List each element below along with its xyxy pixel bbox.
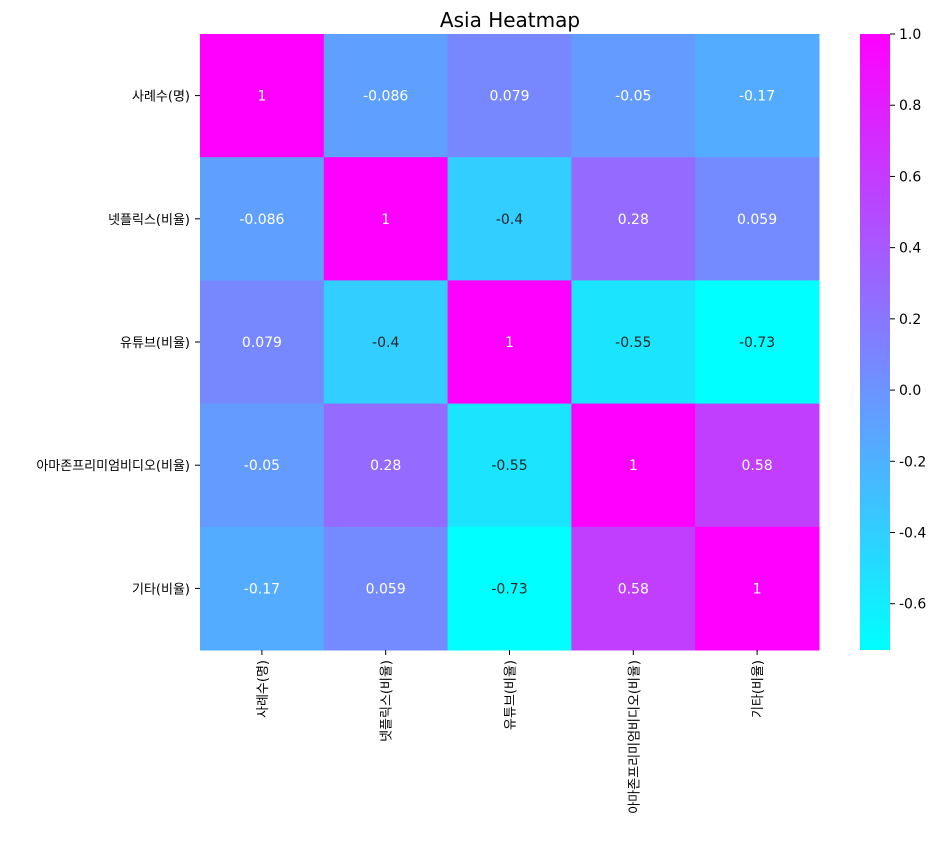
colorbar-tick-label: 1.0 xyxy=(899,27,921,43)
heatmap-cell xyxy=(200,526,325,651)
heatmap-cell xyxy=(447,280,572,405)
colorbar-tick-label: 0.0 xyxy=(899,383,921,399)
cell-value-label: -0.05 xyxy=(244,458,280,474)
cell-value-label: -0.4 xyxy=(372,335,399,351)
cell-value-label: -0.73 xyxy=(739,335,775,351)
y-axis-tick-labels: 사례수(명) 넷플릭스(비율) 유튜브(비율) 아마존프리미엄비디오(비율) 기타(비율… xyxy=(36,90,200,597)
x-tick-label: 유튜브(비율) xyxy=(504,660,519,730)
cell-value-label: 1 xyxy=(753,581,762,597)
heatmap-cell xyxy=(447,403,572,528)
colorbar xyxy=(860,34,890,650)
cell-value-label: 0.079 xyxy=(242,335,282,351)
cell-value-label: -0.73 xyxy=(491,581,527,597)
chart-title: Asia Heatmap xyxy=(440,8,580,32)
colorbar-tick-label: -0.6 xyxy=(899,597,926,613)
colorbar-tick-label: 0.8 xyxy=(899,98,921,114)
heatmap-cell xyxy=(571,280,696,405)
heatmap-cell xyxy=(447,34,572,158)
cell-value-label: -0.17 xyxy=(244,581,280,597)
y-tick-label: 기타(비율) xyxy=(132,582,190,597)
colorbar-tick-label: 0.2 xyxy=(899,312,921,328)
x-axis-tick-labels: 사례수(명) 넷플릭스(비율) 유튜브(비율) 아마존프리미엄비디오(비율) 기타(비율… xyxy=(256,650,766,814)
cell-value-label: 1 xyxy=(257,89,266,105)
cell-value-label: 0.58 xyxy=(742,458,773,474)
heatmap-cell xyxy=(571,403,696,528)
cell-value-label: 0.28 xyxy=(370,458,401,474)
x-tick-label: 기타(비율) xyxy=(751,660,766,718)
colorbar-tick-label: -0.4 xyxy=(899,525,926,541)
cell-value-label: 1 xyxy=(629,458,638,474)
cell-value-label: 1 xyxy=(381,212,390,228)
y-tick-label: 사례수(명) xyxy=(132,90,190,105)
heatmap-cell xyxy=(323,526,449,651)
heatmap-cell xyxy=(447,157,572,281)
cell-value-label: -0.086 xyxy=(239,212,284,228)
colorbar-tick-label: 0.4 xyxy=(899,241,921,257)
heatmap-cell xyxy=(571,526,696,651)
x-tick-label: 넷플릭스(비율) xyxy=(380,660,395,742)
x-tick-label: 아마존프리미엄비디오(비율) xyxy=(627,660,642,814)
heatmap-cell xyxy=(323,157,449,281)
heatmap-cell xyxy=(695,34,820,158)
cell-value-label: 0.059 xyxy=(366,581,406,597)
y-tick-label: 아마존프리미엄비디오(비율) xyxy=(36,459,190,474)
cell-value-label: 0.28 xyxy=(618,212,649,228)
heatmap-cells xyxy=(200,34,820,651)
cell-value-label: 0.58 xyxy=(618,581,649,597)
heatmap-cell xyxy=(200,280,325,405)
heatmap-cell xyxy=(323,34,449,158)
y-tick-label: 유튜브(비율) xyxy=(120,336,190,351)
cell-value-label: 0.079 xyxy=(489,89,529,105)
heatmap-cell xyxy=(695,280,820,405)
heatmap-cell xyxy=(323,403,449,528)
cell-value-label: -0.55 xyxy=(491,458,527,474)
colorbar-ticks: 1.0 0.8 0.6 0.4 0.2 0.0 -0.2 -0.4 -0.6 xyxy=(890,27,926,613)
heatmap-cell xyxy=(323,280,449,405)
cell-value-label: -0.17 xyxy=(739,89,775,105)
heatmap-cell xyxy=(571,34,696,158)
heatmap-cell xyxy=(200,403,325,528)
y-tick-label: 넷플릭스(비율) xyxy=(108,213,190,228)
colorbar-tick-label: -0.2 xyxy=(899,454,926,470)
cell-value-label: -0.4 xyxy=(496,212,523,228)
heatmap-cell xyxy=(571,157,696,281)
cell-value-label: -0.05 xyxy=(615,89,651,105)
heatmap-cell xyxy=(695,157,820,281)
heatmap-cell xyxy=(695,403,820,528)
heatmap-cell xyxy=(695,526,820,651)
x-tick-label: 사례수(명) xyxy=(256,660,271,718)
cell-value-label: -0.55 xyxy=(615,335,651,351)
heatmap-cell xyxy=(200,34,325,158)
heatmap-cell xyxy=(447,526,572,651)
heatmap-cell-labels: 1 -0.086 0.079 -0.05 -0.17 -0.086 1 -0.4 0.28 0.0… xyxy=(239,89,777,598)
heatmap-cell xyxy=(200,157,325,281)
colorbar-tick-label: 0.6 xyxy=(899,169,921,185)
cell-value-label: 1 xyxy=(505,335,514,351)
cell-value-label: 0.059 xyxy=(737,212,777,228)
cell-value-label: -0.086 xyxy=(363,89,408,105)
